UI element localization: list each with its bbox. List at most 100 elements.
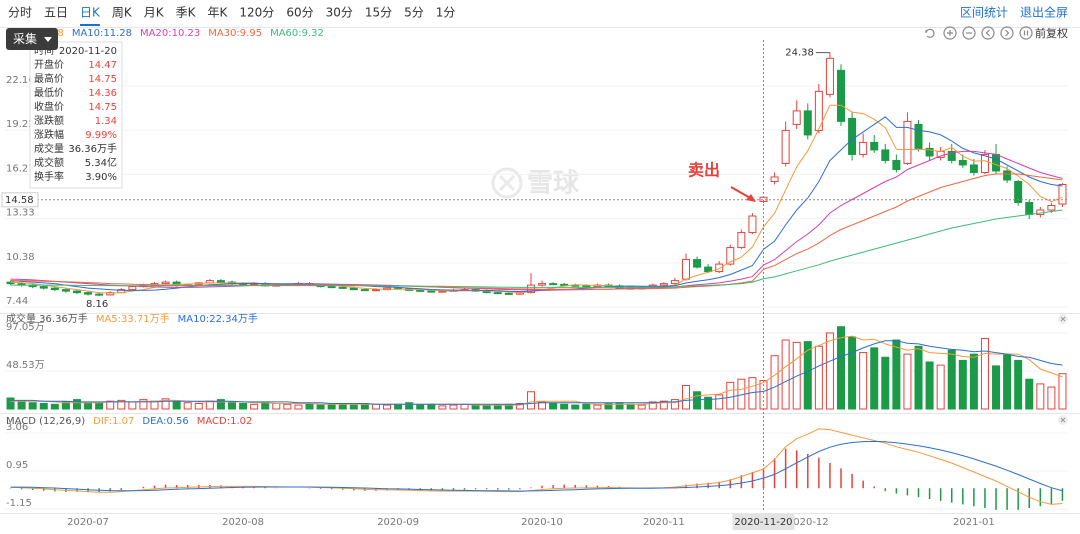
candle-body	[1014, 180, 1023, 204]
volume-bar	[95, 403, 104, 410]
crosshair-x-label: 2020-11-20	[734, 517, 792, 528]
volume-bar	[626, 403, 635, 410]
candle-body	[504, 292, 513, 295]
candle-body	[848, 117, 857, 155]
zoom-out-icon[interactable]	[962, 26, 976, 40]
volume-bar	[825, 332, 834, 410]
volume-bar	[637, 404, 646, 410]
volume-bar	[216, 399, 225, 410]
x-tick-label: 2021-01	[953, 517, 995, 528]
left-icon[interactable]	[981, 26, 995, 40]
toolbar-tab[interactable]: 15分	[365, 6, 392, 20]
volume-bar	[1003, 353, 1012, 410]
tooltip-value: 3.90%	[85, 172, 117, 183]
toolbar-tab[interactable]: 60分	[286, 6, 313, 20]
volume-bar	[1025, 378, 1034, 410]
tooltip-label: 收盘价	[34, 100, 64, 113]
toolbar-tab[interactable]: 5分	[404, 6, 424, 20]
candle-body	[859, 141, 868, 155]
collect-button-label[interactable]: 采集	[13, 31, 37, 46]
volume-bar	[272, 403, 281, 410]
toolbar-tab[interactable]: 周K	[112, 6, 133, 20]
volume-bar	[416, 404, 425, 410]
panel-close[interactable]	[1058, 314, 1068, 425]
candle-body	[969, 164, 978, 173]
toolbar-tab[interactable]: 日K	[80, 6, 101, 20]
watermark: 雪球	[491, 167, 580, 199]
toolbar-tab[interactable]: 120分	[239, 6, 274, 20]
tooltip-label: 最高价	[34, 72, 64, 85]
volume-bar	[106, 400, 115, 410]
adjust-mode[interactable]: 前复权	[1035, 26, 1068, 40]
collect-caret[interactable]	[44, 37, 52, 42]
volume-bar	[615, 402, 624, 410]
close-icon[interactable]	[1060, 417, 1066, 423]
candle-body	[748, 215, 757, 234]
x-tick-label: 2020-12	[787, 517, 829, 528]
volume-bar	[837, 326, 846, 410]
volume-bar	[914, 345, 923, 410]
collect-button[interactable]: 采集	[6, 28, 58, 50]
toolbar-tab[interactable]: 年K	[208, 6, 229, 20]
tooltip-value: 9.99%	[85, 130, 117, 141]
panel-title: 成交量 36.36万手	[6, 312, 88, 325]
volume-bar	[17, 400, 26, 410]
toolbar-tab[interactable]: 月K	[144, 6, 165, 20]
volume-bar	[593, 404, 602, 410]
y-tick-label: 13.33	[6, 208, 35, 219]
toolbar-tab[interactable]: 季K	[176, 6, 197, 20]
zoom-in-icon[interactable]	[947, 30, 953, 36]
sell-label: 卖出	[688, 161, 720, 180]
volume-bar	[405, 402, 414, 410]
volume-bar	[6, 397, 15, 410]
pause-icon[interactable]	[1019, 26, 1033, 40]
candle-body	[903, 120, 912, 164]
candle-body	[892, 159, 901, 170]
candle-body	[1025, 202, 1034, 216]
candle-body	[726, 247, 735, 265]
candle-body	[947, 150, 956, 161]
toolbar-action[interactable]: 退出全屏	[1020, 5, 1068, 20]
right-icon[interactable]	[1000, 26, 1014, 40]
collect-button-bg[interactable]	[6, 28, 58, 50]
close-icon[interactable]	[1060, 316, 1066, 322]
volume-bar	[493, 404, 502, 410]
candle-body	[349, 287, 358, 291]
left-icon[interactable]	[985, 29, 990, 37]
pause-icon[interactable]	[1023, 30, 1029, 36]
volume-bar	[316, 404, 325, 410]
candle-body	[360, 289, 369, 292]
toolbar-tab[interactable]: 1分	[436, 6, 456, 20]
zoom-in-icon[interactable]	[943, 26, 957, 40]
volume-bar	[438, 405, 447, 410]
volume-bar	[538, 401, 547, 410]
volume-bar	[659, 400, 668, 410]
volume-bar	[969, 353, 978, 410]
toolbar-action[interactable]: 区间统计	[960, 6, 1008, 20]
indicator-line	[10, 428, 1063, 505]
volume-bar	[848, 336, 857, 410]
watermark-text: 雪球	[527, 169, 580, 199]
toolbar-tab[interactable]: 分时	[8, 6, 32, 20]
toolbar-tab[interactable]: 30分	[326, 6, 353, 20]
volume-bar	[670, 399, 679, 410]
right-icon[interactable]	[1005, 29, 1010, 37]
volume-bar	[526, 391, 535, 410]
candle-body	[338, 286, 347, 289]
volume-bar	[161, 398, 170, 410]
toolbar-tab[interactable]: 五日	[44, 6, 68, 20]
reset-icon[interactable]	[925, 28, 935, 38]
volume-bar	[870, 347, 879, 410]
volume-bar	[1058, 373, 1067, 410]
indicator-line	[10, 150, 1063, 291]
y-tick-label: 22.16	[6, 75, 35, 86]
tooltip-value: 36.36万手	[68, 142, 117, 155]
high-label: 24.38	[785, 48, 814, 59]
candle-body	[837, 69, 846, 122]
y-tick-label: 97.05万	[6, 322, 45, 333]
y-tick-label: -1.15	[6, 498, 32, 509]
candle-body	[1047, 205, 1056, 211]
crosshair-x-box	[732, 514, 795, 530]
